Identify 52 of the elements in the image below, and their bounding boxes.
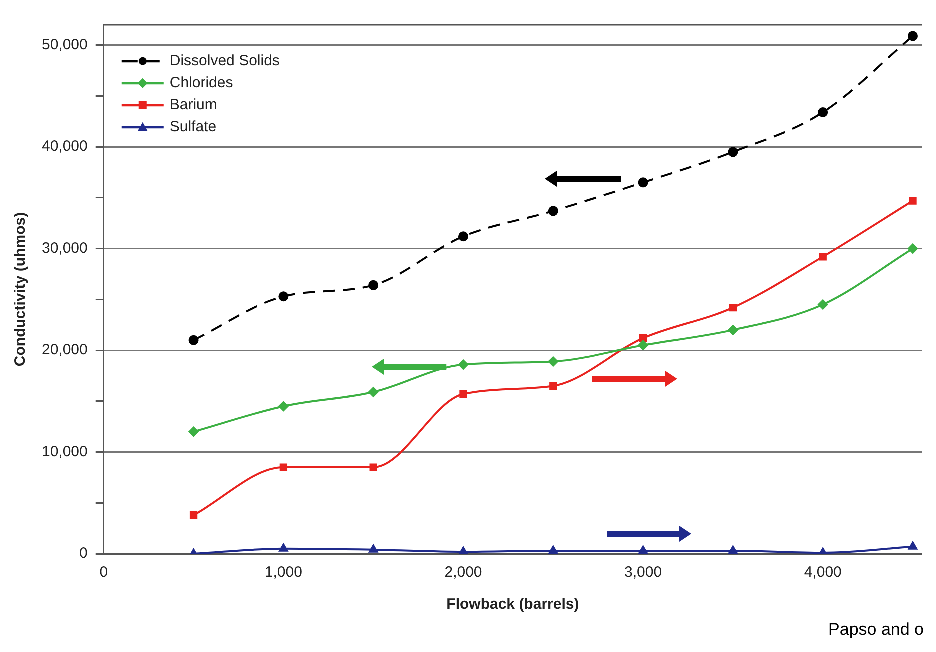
point (550, 382, 558, 390)
point (728, 546, 738, 554)
legend-label: Chlorides (170, 74, 234, 92)
legend-label: Dissolved Solids (170, 52, 280, 70)
y-tick-label: 10,000 (42, 443, 88, 460)
point (188, 426, 199, 437)
y-tick-label: 40,000 (42, 138, 88, 156)
point (908, 542, 918, 550)
point (188, 335, 199, 346)
x-tick-label: 2,000 (444, 564, 482, 582)
point (459, 546, 468, 554)
point (548, 356, 558, 367)
point (818, 107, 828, 118)
point (728, 325, 738, 336)
legend-label: Barium (170, 96, 218, 114)
y-tick-label: 30,000 (42, 240, 88, 257)
point (460, 390, 468, 398)
point (279, 544, 288, 552)
point (190, 512, 198, 520)
point (370, 464, 378, 472)
point (278, 292, 289, 302)
point (548, 546, 558, 554)
point (909, 197, 917, 205)
legend-label: Sulfate (170, 118, 217, 136)
point (548, 206, 558, 216)
x-tick-label: 4,000 (804, 564, 842, 582)
y-axis-title: Conductivity (uhmos) (12, 212, 30, 367)
point (728, 147, 738, 158)
point (368, 280, 379, 290)
text: Papso and o (828, 620, 924, 640)
point (369, 544, 378, 553)
x-tick-label: 1,000 (264, 564, 302, 582)
point (818, 300, 828, 310)
point (908, 31, 918, 42)
point (278, 401, 289, 412)
point (638, 546, 648, 554)
point (819, 253, 827, 261)
point (729, 304, 738, 312)
y-tick-label: 20,000 (42, 342, 88, 359)
point (638, 340, 648, 350)
x-tick-label: 3,000 (624, 564, 662, 582)
point (638, 178, 648, 188)
x-tick-label: 0 (100, 564, 108, 582)
x-axis-title: Flowback (barrels) (446, 596, 580, 614)
point (458, 360, 468, 370)
point (368, 387, 379, 398)
point (908, 244, 918, 254)
y-tick-label: 0 (80, 545, 88, 562)
point (280, 464, 288, 472)
y-tick-label: 50,000 (42, 36, 88, 54)
point (639, 334, 648, 342)
point (458, 232, 468, 242)
